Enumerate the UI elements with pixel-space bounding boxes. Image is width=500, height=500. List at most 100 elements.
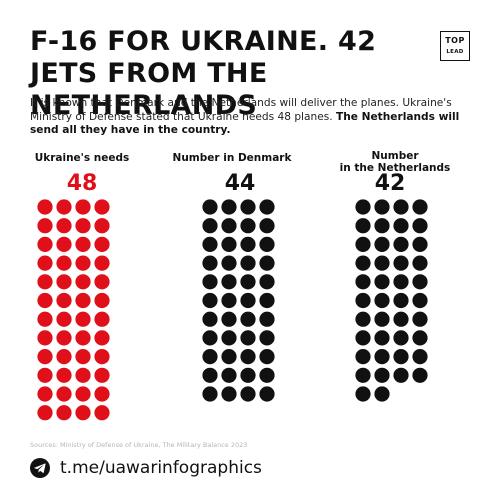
netherlands-jet-dot — [355, 349, 371, 365]
ukraine-needs-jet-dot — [94, 367, 110, 383]
ukraine-needs-jet-dot — [94, 274, 110, 290]
denmark-jet-dot — [259, 349, 275, 365]
ukraine-needs-jet-dot — [75, 236, 91, 252]
denmark-jet-dot — [221, 292, 237, 309]
ukraine-needs-jet-dot — [37, 236, 53, 252]
ukraine-needs-jet-dot — [56, 218, 72, 234]
denmark-jet-dot — [202, 274, 218, 290]
netherlands-jet-dot — [412, 218, 428, 234]
ukraine-needs-jet-dot — [94, 292, 110, 309]
denmark-jet-dot — [202, 311, 218, 327]
netherlands-jet-dot — [374, 199, 390, 215]
netherlands-jet-dot — [412, 292, 428, 309]
telegram-icon — [30, 458, 50, 478]
denmark-jet-dot — [240, 199, 256, 215]
netherlands-jet-dot — [355, 274, 371, 290]
ukraine-needs-jet-dot — [56, 330, 72, 346]
netherlands-jet-dot — [374, 274, 390, 290]
denmark-jet-dot — [259, 255, 275, 271]
denmark-jet-dot — [240, 274, 256, 290]
denmark-jet-dot — [221, 349, 237, 365]
ukraine-needs-jet-dot — [37, 218, 53, 234]
denmark-jet-dot — [221, 330, 237, 346]
netherlands-jet-dot — [374, 311, 390, 327]
denmark-jet-dot — [202, 199, 218, 215]
telegram-link[interactable]: t.me/uawarinfographics — [60, 458, 262, 478]
ukraine-needs-jet-dot — [37, 405, 53, 421]
ukraine-needs-jet-dot — [56, 405, 72, 421]
denmark-jet-dot — [259, 274, 275, 290]
ukraine-needs-jet-dot — [75, 274, 91, 290]
ukraine-needs-jet-dot — [75, 199, 91, 215]
denmark-jet-dot — [202, 292, 218, 309]
netherlands-jet-dot — [412, 274, 428, 290]
ukraine-needs-value: 48 — [66, 171, 98, 196]
denmark-jet-dot — [202, 236, 218, 252]
netherlands-jet-dot — [355, 311, 371, 327]
ukraine-needs-jet-dot — [56, 311, 72, 327]
ukraine-needs-jet-dot — [56, 274, 72, 290]
denmark-jet-dot — [240, 349, 256, 365]
ukraine-needs-jet-dot — [75, 311, 91, 327]
netherlands-jet-dot — [412, 255, 428, 271]
denmark-jet-dot — [259, 367, 275, 383]
netherlands-jet-dot — [393, 218, 409, 234]
netherlands-jet-dot — [393, 236, 409, 252]
ukraine-needs-jet-dot — [94, 405, 110, 421]
denmark-jet-dot — [259, 292, 275, 309]
ukraine-needs-jet-dot — [75, 386, 91, 402]
denmark-jet-dot — [240, 236, 256, 252]
logo-text-top: TOP — [445, 35, 465, 45]
denmark-jet-dot — [259, 199, 275, 215]
ukraine-needs-jet-dot — [75, 292, 91, 309]
denmark-jet-dot — [202, 349, 218, 365]
denmark-jet-dot — [240, 292, 256, 309]
ukraine-needs-jet-dot — [37, 386, 53, 402]
ukraine-needs-jet-dot — [94, 255, 110, 271]
netherlands-jet-dot — [393, 349, 409, 365]
description: It is known that Denmark and the Netherl… — [30, 97, 470, 138]
ukraine-needs-jet-dot — [75, 405, 91, 421]
ukraine-needs-jet-dot — [94, 311, 110, 327]
netherlands-jet-dot — [412, 330, 428, 346]
ukraine-needs-jet-dot — [94, 218, 110, 234]
ukraine-needs-jet-dot — [37, 255, 53, 271]
denmark-jet-dot — [221, 199, 237, 215]
denmark-jet-dot — [202, 255, 218, 271]
ukraine-needs-label: Ukraine's needs — [34, 152, 130, 164]
denmark-jet-dot — [221, 274, 237, 290]
netherlands-jet-dot — [374, 255, 390, 271]
ukraine-needs-jet-dot — [37, 349, 53, 365]
denmark-jet-dot — [202, 367, 218, 383]
ukraine-needs-jet-dot — [37, 311, 53, 327]
netherlands-jet-dot — [355, 255, 371, 271]
denmark-jet-dot — [240, 367, 256, 383]
netherlands-jet-dot — [393, 199, 409, 215]
description-text: It is known that Denmark and the Netherl… — [30, 97, 452, 123]
denmark-jet-dot — [221, 255, 237, 271]
denmark-value: 44 — [224, 171, 256, 196]
denmark-jet-dot — [240, 311, 256, 327]
ukraine-needs-jet-dot — [56, 255, 72, 271]
ukraine-needs-jet-dot — [94, 199, 110, 215]
footer: t.me/uawarinfographics — [30, 458, 262, 478]
denmark-jet-dot — [221, 367, 237, 383]
description-bold-text: The Netherlands will send all they have … — [30, 110, 460, 137]
ukraine-needs-jet-dot — [75, 349, 91, 365]
denmark-jet-dot — [202, 330, 218, 346]
netherlands-jet-dot — [393, 292, 409, 309]
netherlands-jet-dot — [393, 367, 409, 383]
ukraine-needs-jet-dot — [75, 218, 91, 234]
netherlands-jet-dot — [374, 236, 390, 252]
netherlands-jet-dot — [412, 199, 428, 215]
netherlands-jet-dot — [412, 349, 428, 365]
denmark-jet-dot — [259, 236, 275, 252]
netherlands-jet-dot — [355, 367, 371, 383]
denmark-jet-dot — [221, 386, 237, 402]
ukraine-needs-jet-dot — [37, 199, 53, 215]
ukraine-needs-jet-dot — [56, 367, 72, 383]
netherlands-jet-dot — [374, 349, 390, 365]
ukraine-needs-jet-dot — [75, 330, 91, 346]
ukraine-needs-jet-dot — [37, 367, 53, 383]
